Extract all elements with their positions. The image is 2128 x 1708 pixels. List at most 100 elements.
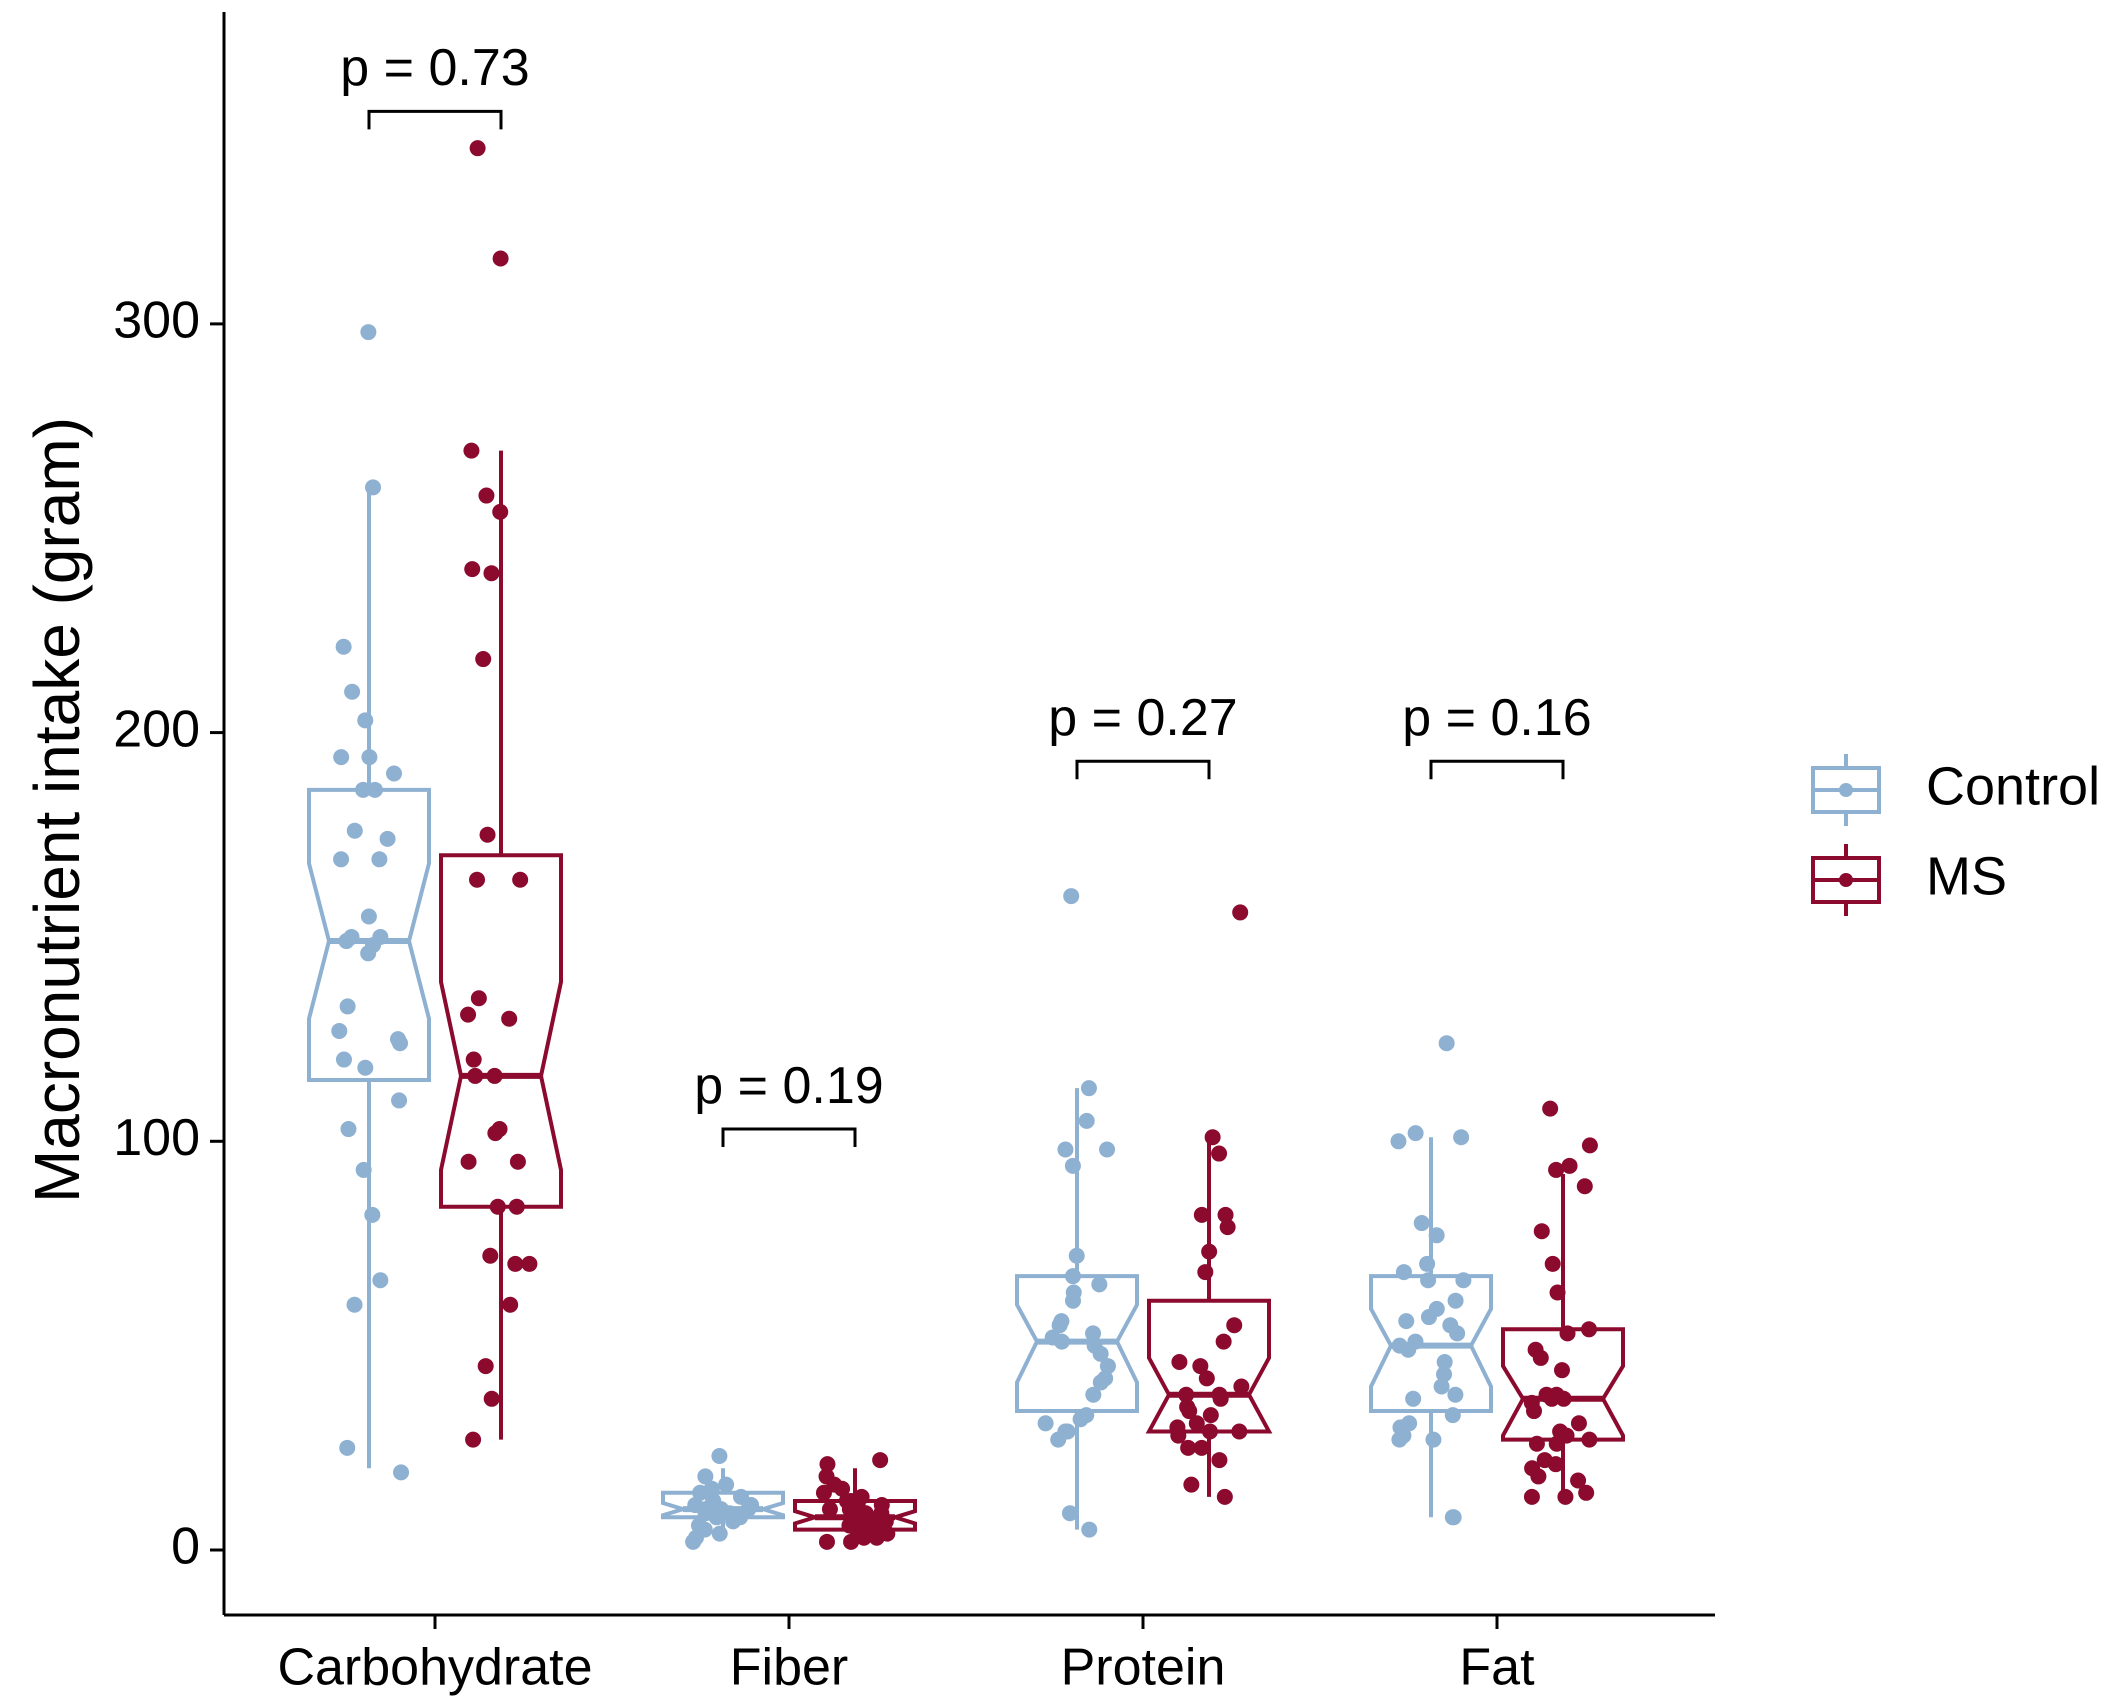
data-point-ms <box>1523 1488 1540 1505</box>
data-point-control <box>355 1161 372 1178</box>
data-point-control <box>1099 1141 1116 1158</box>
box-body <box>793 1498 917 1532</box>
data-point-ms <box>1581 1431 1598 1448</box>
p-value-bracket <box>367 109 503 130</box>
data-point-control <box>1080 1080 1097 1097</box>
y-tick-label: 0 <box>171 1518 200 1576</box>
box-control-protein <box>1015 1088 1139 1530</box>
legend-key-point <box>1839 783 1853 797</box>
box-body <box>1145 1298 1273 1434</box>
data-point-control <box>1436 1353 1453 1370</box>
data-point-ms <box>1232 904 1249 921</box>
data-point-ms <box>502 1296 519 1313</box>
data-point-ms <box>1547 1456 1564 1473</box>
data-point-control <box>357 712 374 729</box>
data-point-control <box>346 822 363 839</box>
data-point-control <box>1064 1157 1081 1174</box>
data-point-ms <box>477 1358 494 1375</box>
data-point-ms <box>482 1247 499 1264</box>
legend-key-point <box>1839 873 1853 887</box>
y-tick-label: 100 <box>113 1109 200 1167</box>
data-point-ms <box>463 442 480 459</box>
data-point-control <box>333 851 350 868</box>
data-point-control <box>1453 1129 1470 1146</box>
data-point-control <box>333 749 350 766</box>
data-point-control <box>1447 1386 1464 1403</box>
data-point-control <box>1438 1035 1455 1052</box>
data-point-control <box>1428 1227 1445 1244</box>
data-point-control <box>335 1051 352 1068</box>
data-point-ms <box>1178 1386 1195 1403</box>
data-point-ms <box>1532 1349 1549 1366</box>
data-point-control <box>1395 1264 1412 1281</box>
annotations-layer: p = 0.73 p = 0.19 p = 0.27 p = 0.16 <box>340 39 1592 1148</box>
data-point-control <box>340 1121 357 1138</box>
data-point-ms <box>460 1153 477 1170</box>
data-point-ms <box>1581 1321 1598 1338</box>
data-point-ms <box>1212 1390 1229 1407</box>
p-value-label: p = 0.16 <box>1402 689 1591 747</box>
data-point-control <box>1447 1292 1464 1309</box>
p-value-label: p = 0.19 <box>694 1057 883 1115</box>
box-control-carbohydrate <box>307 487 431 1469</box>
data-point-ms <box>815 1484 832 1501</box>
data-point-control <box>1445 1509 1462 1526</box>
box-ms-protein <box>1145 1137 1273 1497</box>
data-point-control <box>364 1206 381 1223</box>
data-point-control <box>1063 888 1080 905</box>
data-point-ms <box>1215 1333 1232 1350</box>
data-point-ms <box>1217 1206 1234 1223</box>
x-tick-label-fat: Fat <box>1459 1639 1535 1697</box>
data-point-ms <box>1533 1223 1550 1240</box>
data-point-control <box>1455 1272 1472 1289</box>
data-point-ms <box>512 871 529 888</box>
data-point-ms <box>470 990 487 1007</box>
data-point-ms <box>818 1533 835 1550</box>
data-point-control <box>697 1468 714 1485</box>
box-body <box>1501 1327 1625 1442</box>
data-point-control <box>1064 1292 1081 1309</box>
data-point-control <box>1053 1333 1070 1350</box>
p-value-bracket <box>721 1127 857 1148</box>
data-point-control <box>366 781 383 798</box>
data-point-control <box>1420 1272 1437 1289</box>
data-point-ms <box>465 1051 482 1068</box>
data-point-control <box>1433 1378 1450 1395</box>
data-point-control <box>1061 1505 1078 1522</box>
data-point-control <box>1037 1415 1054 1432</box>
data-point-control <box>1051 1317 1068 1334</box>
data-point-ms <box>1193 1439 1210 1456</box>
data-point-control <box>335 638 352 655</box>
data-point-ms <box>1561 1157 1578 1174</box>
p-value-label: p = 0.27 <box>1048 689 1237 747</box>
data-point-control <box>386 765 403 782</box>
legend-item-ms: MS <box>1811 844 2007 916</box>
data-point-ms <box>1525 1403 1542 1420</box>
data-point-ms <box>478 487 495 504</box>
data-point-control <box>1081 1521 1098 1538</box>
data-point-ms <box>492 250 509 267</box>
x-tick-label-carbohydrate: Carbohydrate <box>277 1639 592 1697</box>
data-point-control <box>711 1525 728 1542</box>
data-point-ms <box>1542 1100 1559 1117</box>
box-body <box>307 787 431 1082</box>
data-point-control <box>1444 1407 1461 1424</box>
data-point-ms <box>821 1501 838 1518</box>
data-point-control <box>338 933 355 950</box>
data-point-control <box>1068 1247 1085 1264</box>
box-ms-carbohydrate <box>439 450 563 1440</box>
data-point-ms <box>486 1067 503 1084</box>
data-point-control <box>1425 1431 1442 1448</box>
data-point-ms <box>1202 1407 1219 1424</box>
data-point-ms <box>1204 1129 1221 1146</box>
box-body <box>439 853 563 1209</box>
data-point-control <box>1078 1112 1095 1129</box>
data-point-ms <box>469 871 486 888</box>
data-point-ms <box>1553 1362 1570 1379</box>
data-point-ms <box>489 1198 506 1215</box>
data-point-ms <box>1226 1317 1243 1334</box>
data-point-ms <box>855 1529 872 1546</box>
data-point-ms <box>1549 1284 1566 1301</box>
data-point-ms <box>1170 1427 1187 1444</box>
data-point-ms <box>464 561 481 578</box>
